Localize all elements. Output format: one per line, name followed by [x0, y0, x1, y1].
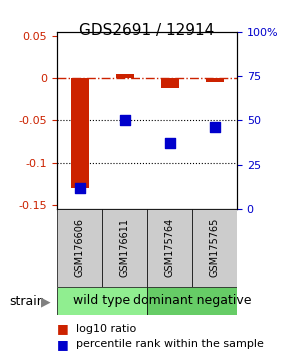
Text: ■: ■ [57, 322, 69, 335]
Text: ■: ■ [57, 338, 69, 350]
Bar [206, 78, 224, 82]
Text: GDS2691 / 12914: GDS2691 / 12914 [80, 23, 214, 38]
Bar [160, 78, 178, 88]
Text: ▶: ▶ [40, 295, 50, 308]
Bar [102, 209, 147, 287]
Text: strain: strain [9, 295, 45, 308]
Text: GSM175764: GSM175764 [164, 218, 175, 278]
Text: dominant negative: dominant negative [133, 295, 251, 307]
Text: GSM176611: GSM176611 [119, 218, 130, 277]
Text: log10 ratio: log10 ratio [76, 324, 137, 333]
Bar [57, 287, 147, 315]
Bar [147, 287, 237, 315]
Bar [192, 209, 237, 287]
Bar [70, 78, 88, 188]
Text: GSM175765: GSM175765 [209, 218, 220, 278]
Point [122, 118, 127, 123]
Bar [147, 209, 192, 287]
Bar [116, 74, 134, 78]
Point [167, 141, 172, 146]
Point [212, 125, 217, 130]
Text: GSM176606: GSM176606 [74, 218, 85, 277]
Bar [57, 209, 102, 287]
Text: percentile rank within the sample: percentile rank within the sample [76, 339, 264, 349]
Text: wild type: wild type [74, 295, 130, 307]
Point [77, 185, 82, 190]
